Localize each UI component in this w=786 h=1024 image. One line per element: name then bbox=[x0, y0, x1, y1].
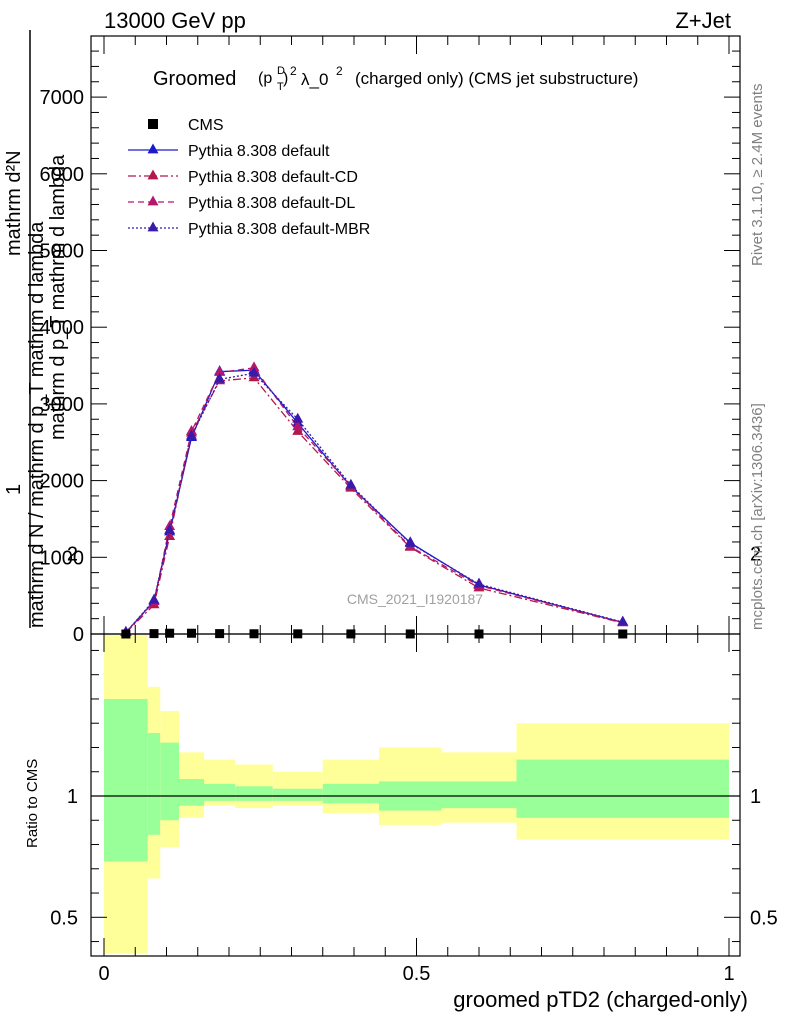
series-marker-mbr bbox=[186, 429, 197, 440]
x-tick-label: 0.5 bbox=[403, 963, 431, 985]
series-marker-dl bbox=[292, 420, 304, 431]
y-axis-label-ratio: Ratio to CMS bbox=[24, 759, 41, 848]
y-tick-label-top: 1000 bbox=[40, 547, 85, 569]
legend-marker bbox=[147, 221, 159, 232]
energy-label: 13000 GeV pp bbox=[104, 8, 246, 33]
ratio-band-green-4 bbox=[204, 783, 236, 801]
series-marker-mbr bbox=[404, 536, 416, 547]
cms-points bbox=[121, 628, 628, 639]
cms-data-point bbox=[405, 629, 415, 639]
series-marker-dl bbox=[214, 365, 226, 376]
y-axis-label-top: mathrm d N / mathrm d p_T mathrm d lambd… bbox=[3, 30, 69, 628]
plot-title: Groomed (p D T ) 2 λ_0 2 (charged only) … bbox=[153, 64, 638, 93]
y-tick-label-top: 0 bbox=[73, 624, 84, 646]
ratio-tick-label-right: 0.5 bbox=[750, 907, 778, 929]
series-marker-mbr bbox=[473, 577, 485, 588]
title-suffix: (charged only) (CMS jet substructure) bbox=[355, 69, 638, 88]
legend-marker-cms bbox=[148, 119, 158, 129]
ratio-tick-label-left: 0.5 bbox=[50, 907, 78, 929]
cms-data-point bbox=[149, 629, 159, 639]
title-lambda: λ_0 bbox=[301, 70, 328, 89]
cms-data-point bbox=[474, 629, 484, 639]
cms-data-point bbox=[187, 628, 196, 638]
legend-label: CMS bbox=[188, 117, 224, 134]
series-marker-mbr bbox=[164, 523, 176, 534]
ylabel-left: mathrm d N / mathrm d p_T mathrm d lambd… bbox=[26, 221, 48, 628]
ratio-tick-label-right: 1 bbox=[750, 786, 761, 808]
y-tick-label-top: 5000 bbox=[40, 241, 85, 263]
cms-data-point bbox=[618, 629, 628, 639]
legend-label: Pythia 8.308 default-DL bbox=[188, 195, 355, 212]
cms-data-point bbox=[121, 629, 131, 639]
mcplots-text: mcplots.cern.ch [arXiv:1306.3436] bbox=[749, 403, 766, 630]
cms-data-point bbox=[293, 629, 303, 639]
cms-data-point bbox=[215, 629, 225, 639]
ratio-band-green-10 bbox=[516, 759, 729, 818]
ratio-tick-label-left: 2 bbox=[67, 543, 78, 565]
title-sup-2: 2 bbox=[290, 64, 297, 78]
x-tick-label: 0 bbox=[98, 963, 109, 985]
series-marker-dl bbox=[248, 361, 260, 372]
ylabel-numerator: mathrm d²N bbox=[3, 150, 25, 256]
title-sub-t: T bbox=[277, 81, 284, 93]
y-tick-label-top: 6000 bbox=[40, 164, 85, 186]
rivet-version-text: Rivet 3.1.10, ≥ 2.4M events bbox=[749, 84, 766, 267]
legend-marker bbox=[147, 195, 159, 206]
analysis-watermark: CMS_2021_I1920187 bbox=[347, 591, 483, 607]
series-marker-mbr bbox=[248, 366, 260, 377]
title-paren-close: ) bbox=[283, 70, 288, 87]
x-tick-label: 1 bbox=[723, 963, 734, 985]
legend-label: Pythia 8.308 default-CD bbox=[188, 169, 358, 186]
series-marker-cd bbox=[164, 530, 176, 540]
axis-ticks: 0 1000 2000 3000 4000 5000 6000 7000 0 0.5 1 0.5 0.5… bbox=[40, 36, 778, 985]
ratio-band-green-5 bbox=[235, 786, 273, 801]
legend-label: Pythia 8.308 default-MBR bbox=[188, 221, 370, 238]
title-formula: (p bbox=[258, 70, 272, 87]
title-lambda-sup: 2 bbox=[336, 64, 343, 78]
y-tick-label-top: 3000 bbox=[40, 394, 85, 416]
ratio-band-green-1 bbox=[147, 732, 161, 835]
ratio-band-green-7 bbox=[322, 783, 379, 804]
legend: CMS Pythia 8.308 default Pythia 8.308 defa… bbox=[128, 117, 370, 238]
ratio-band-green-3 bbox=[179, 779, 204, 806]
process-label: Z+Jet bbox=[675, 8, 731, 33]
series-marker-mbr bbox=[617, 615, 629, 626]
ratio-tick-label-right: 2 bbox=[750, 543, 761, 565]
ratio-band-green-2 bbox=[160, 742, 179, 821]
series-marker-mbr bbox=[292, 412, 304, 423]
legend-marker bbox=[147, 169, 159, 180]
ratio-band-green-6 bbox=[272, 788, 323, 801]
title-prefix: Groomed bbox=[153, 68, 236, 90]
y-tick-label-top: 7000 bbox=[40, 87, 85, 109]
cms-data-point bbox=[249, 629, 259, 639]
ratio-band-green-0 bbox=[104, 698, 148, 862]
ratio-tick-label-left: 1 bbox=[67, 786, 78, 808]
cms-data-point bbox=[346, 629, 356, 639]
legend-label: Pythia 8.308 default bbox=[188, 143, 330, 160]
title-sup-d: D bbox=[277, 65, 285, 77]
series-marker-mbr bbox=[148, 593, 160, 604]
cms-data-point bbox=[165, 628, 175, 638]
x-axis-label: groomed pTD2 (charged-only) bbox=[453, 987, 748, 1012]
ratio-band-green-9 bbox=[441, 781, 517, 809]
ylabel-prefix: 1 bbox=[3, 484, 25, 495]
y-tick-label-top: 4000 bbox=[40, 317, 85, 339]
legend-marker bbox=[147, 143, 159, 154]
ylabel-denominator: mathrm d p_T mathrm d lambda bbox=[47, 154, 69, 440]
y-tick-label-top: 2000 bbox=[40, 471, 85, 493]
series-marker-mbr bbox=[345, 478, 357, 489]
ratio-plot-frame bbox=[90, 633, 741, 957]
series-marker-mbr bbox=[214, 372, 226, 383]
ratio-bands bbox=[104, 635, 729, 954]
